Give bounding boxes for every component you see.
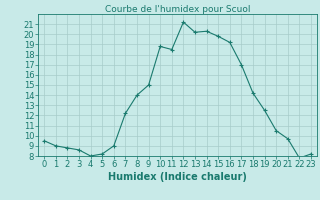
Title: Courbe de l'humidex pour Scuol: Courbe de l'humidex pour Scuol [105, 5, 250, 14]
X-axis label: Humidex (Indice chaleur): Humidex (Indice chaleur) [108, 172, 247, 182]
